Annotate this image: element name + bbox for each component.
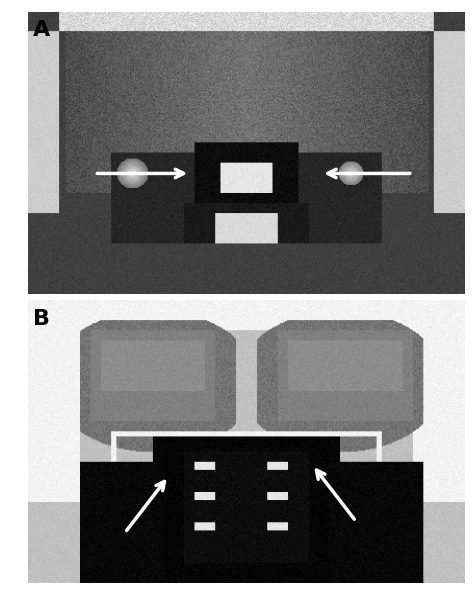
Text: B: B (33, 309, 50, 329)
Text: A: A (33, 20, 50, 40)
